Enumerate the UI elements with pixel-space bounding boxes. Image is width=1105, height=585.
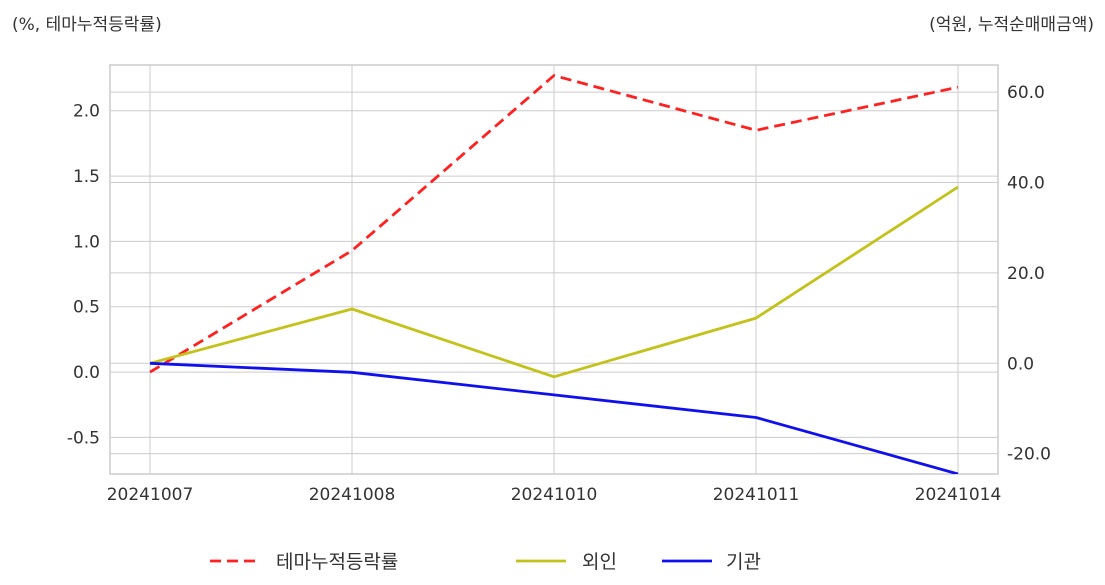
legend-label: 테마누적등락률 — [276, 551, 398, 573]
x-tick-label: 20241014 — [915, 485, 1002, 505]
right-axis-unit-label: (억원, 누적순매매금액) — [929, 15, 1094, 35]
left-axis-unit-label: (%, 테마누적등락률) — [12, 15, 162, 35]
left-y-tick-label: 1.0 — [73, 232, 100, 252]
right-y-tick-label: 40.0 — [1007, 174, 1045, 194]
legend-label: 기관 — [726, 551, 761, 573]
left-y-tick-label: 0.0 — [73, 363, 100, 383]
grid — [110, 65, 998, 474]
plot-frame — [109, 64, 999, 475]
right-y-tick-label: 60.0 — [1007, 83, 1045, 103]
x-tick-label: 20241007 — [107, 485, 194, 505]
right-y-tick-label: -20.0 — [1007, 445, 1051, 465]
legend-label: 외인 — [582, 551, 617, 573]
series-line-기관 — [149, 361, 959, 474]
left-y-tick-label: -0.5 — [67, 428, 100, 448]
left-y-tick-label: 1.5 — [73, 167, 100, 187]
right-y-tick-label: 0.0 — [1007, 354, 1034, 374]
series-line-외인 — [149, 185, 959, 379]
x-tick-label: 20241008 — [309, 485, 396, 505]
series-line-테마누적등락률 — [149, 74, 959, 374]
x-tick-label: 20241010 — [511, 485, 598, 505]
right-y-tick-label: 20.0 — [1007, 264, 1045, 284]
x-tick-label: 20241011 — [713, 485, 800, 505]
left-y-tick-label: 0.5 — [73, 298, 100, 318]
left-y-tick-label: 2.0 — [73, 102, 100, 122]
